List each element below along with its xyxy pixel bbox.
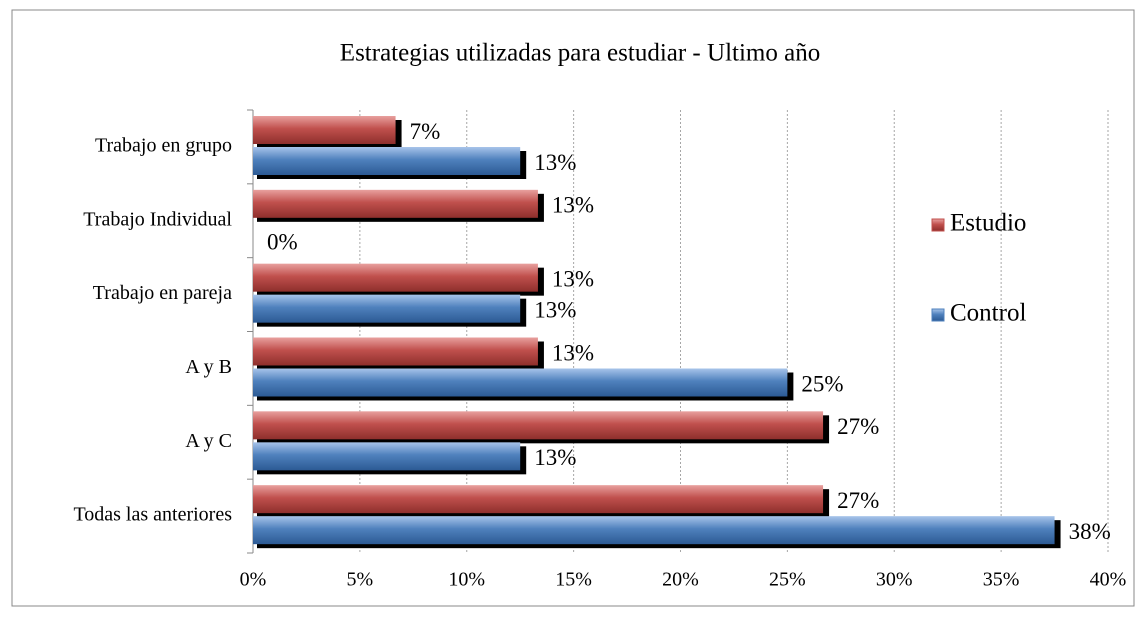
x-tick-label: 20% [662, 569, 699, 591]
x-tick-label: 15% [555, 569, 592, 591]
legend-swatch [931, 218, 945, 232]
bar [253, 147, 521, 175]
y-tick-label: A y B [185, 356, 232, 378]
data-label: 13% [534, 150, 576, 175]
y-tick-label: Trabajo en pareja [93, 282, 232, 304]
y-tick-label: Trabajo Individual [83, 208, 232, 230]
x-tick-label: 30% [876, 569, 913, 591]
data-label: 7% [410, 119, 441, 144]
bar [253, 189, 538, 218]
data-label: 0% [267, 230, 298, 255]
bar [253, 263, 538, 292]
data-label: 27% [837, 414, 879, 439]
bar [253, 442, 521, 471]
legend-swatch [931, 308, 945, 322]
bar [253, 368, 788, 397]
bar [253, 116, 396, 144]
bar [253, 516, 1055, 545]
chart-title: Estrategias utilizadas para estudiar - U… [340, 40, 820, 67]
bar [253, 337, 538, 366]
data-label: 13% [552, 193, 594, 218]
legend-label: Estudio [950, 210, 1026, 237]
bar [253, 294, 521, 323]
data-label: 13% [552, 266, 594, 291]
data-label: 25% [801, 371, 843, 396]
x-tick-label: 40% [1090, 569, 1127, 591]
bar [253, 485, 824, 514]
data-label: 13% [552, 340, 594, 365]
x-tick-label: 5% [347, 569, 374, 591]
x-tick-label: 10% [448, 569, 485, 591]
x-tick-label: 25% [769, 569, 806, 591]
y-tick-label: Todas las anteriores [73, 504, 232, 526]
data-label: 27% [837, 488, 879, 513]
data-label: 13% [534, 445, 576, 470]
y-tick-label: Trabajo en grupo [95, 135, 232, 157]
data-label: 13% [534, 297, 576, 322]
y-tick-label: A y C [185, 430, 232, 452]
data-label: 38% [1069, 519, 1111, 544]
legend-label: Control [950, 300, 1026, 327]
x-tick-label: 35% [983, 569, 1020, 591]
bar [253, 411, 824, 440]
x-tick-label: 0% [240, 569, 267, 591]
